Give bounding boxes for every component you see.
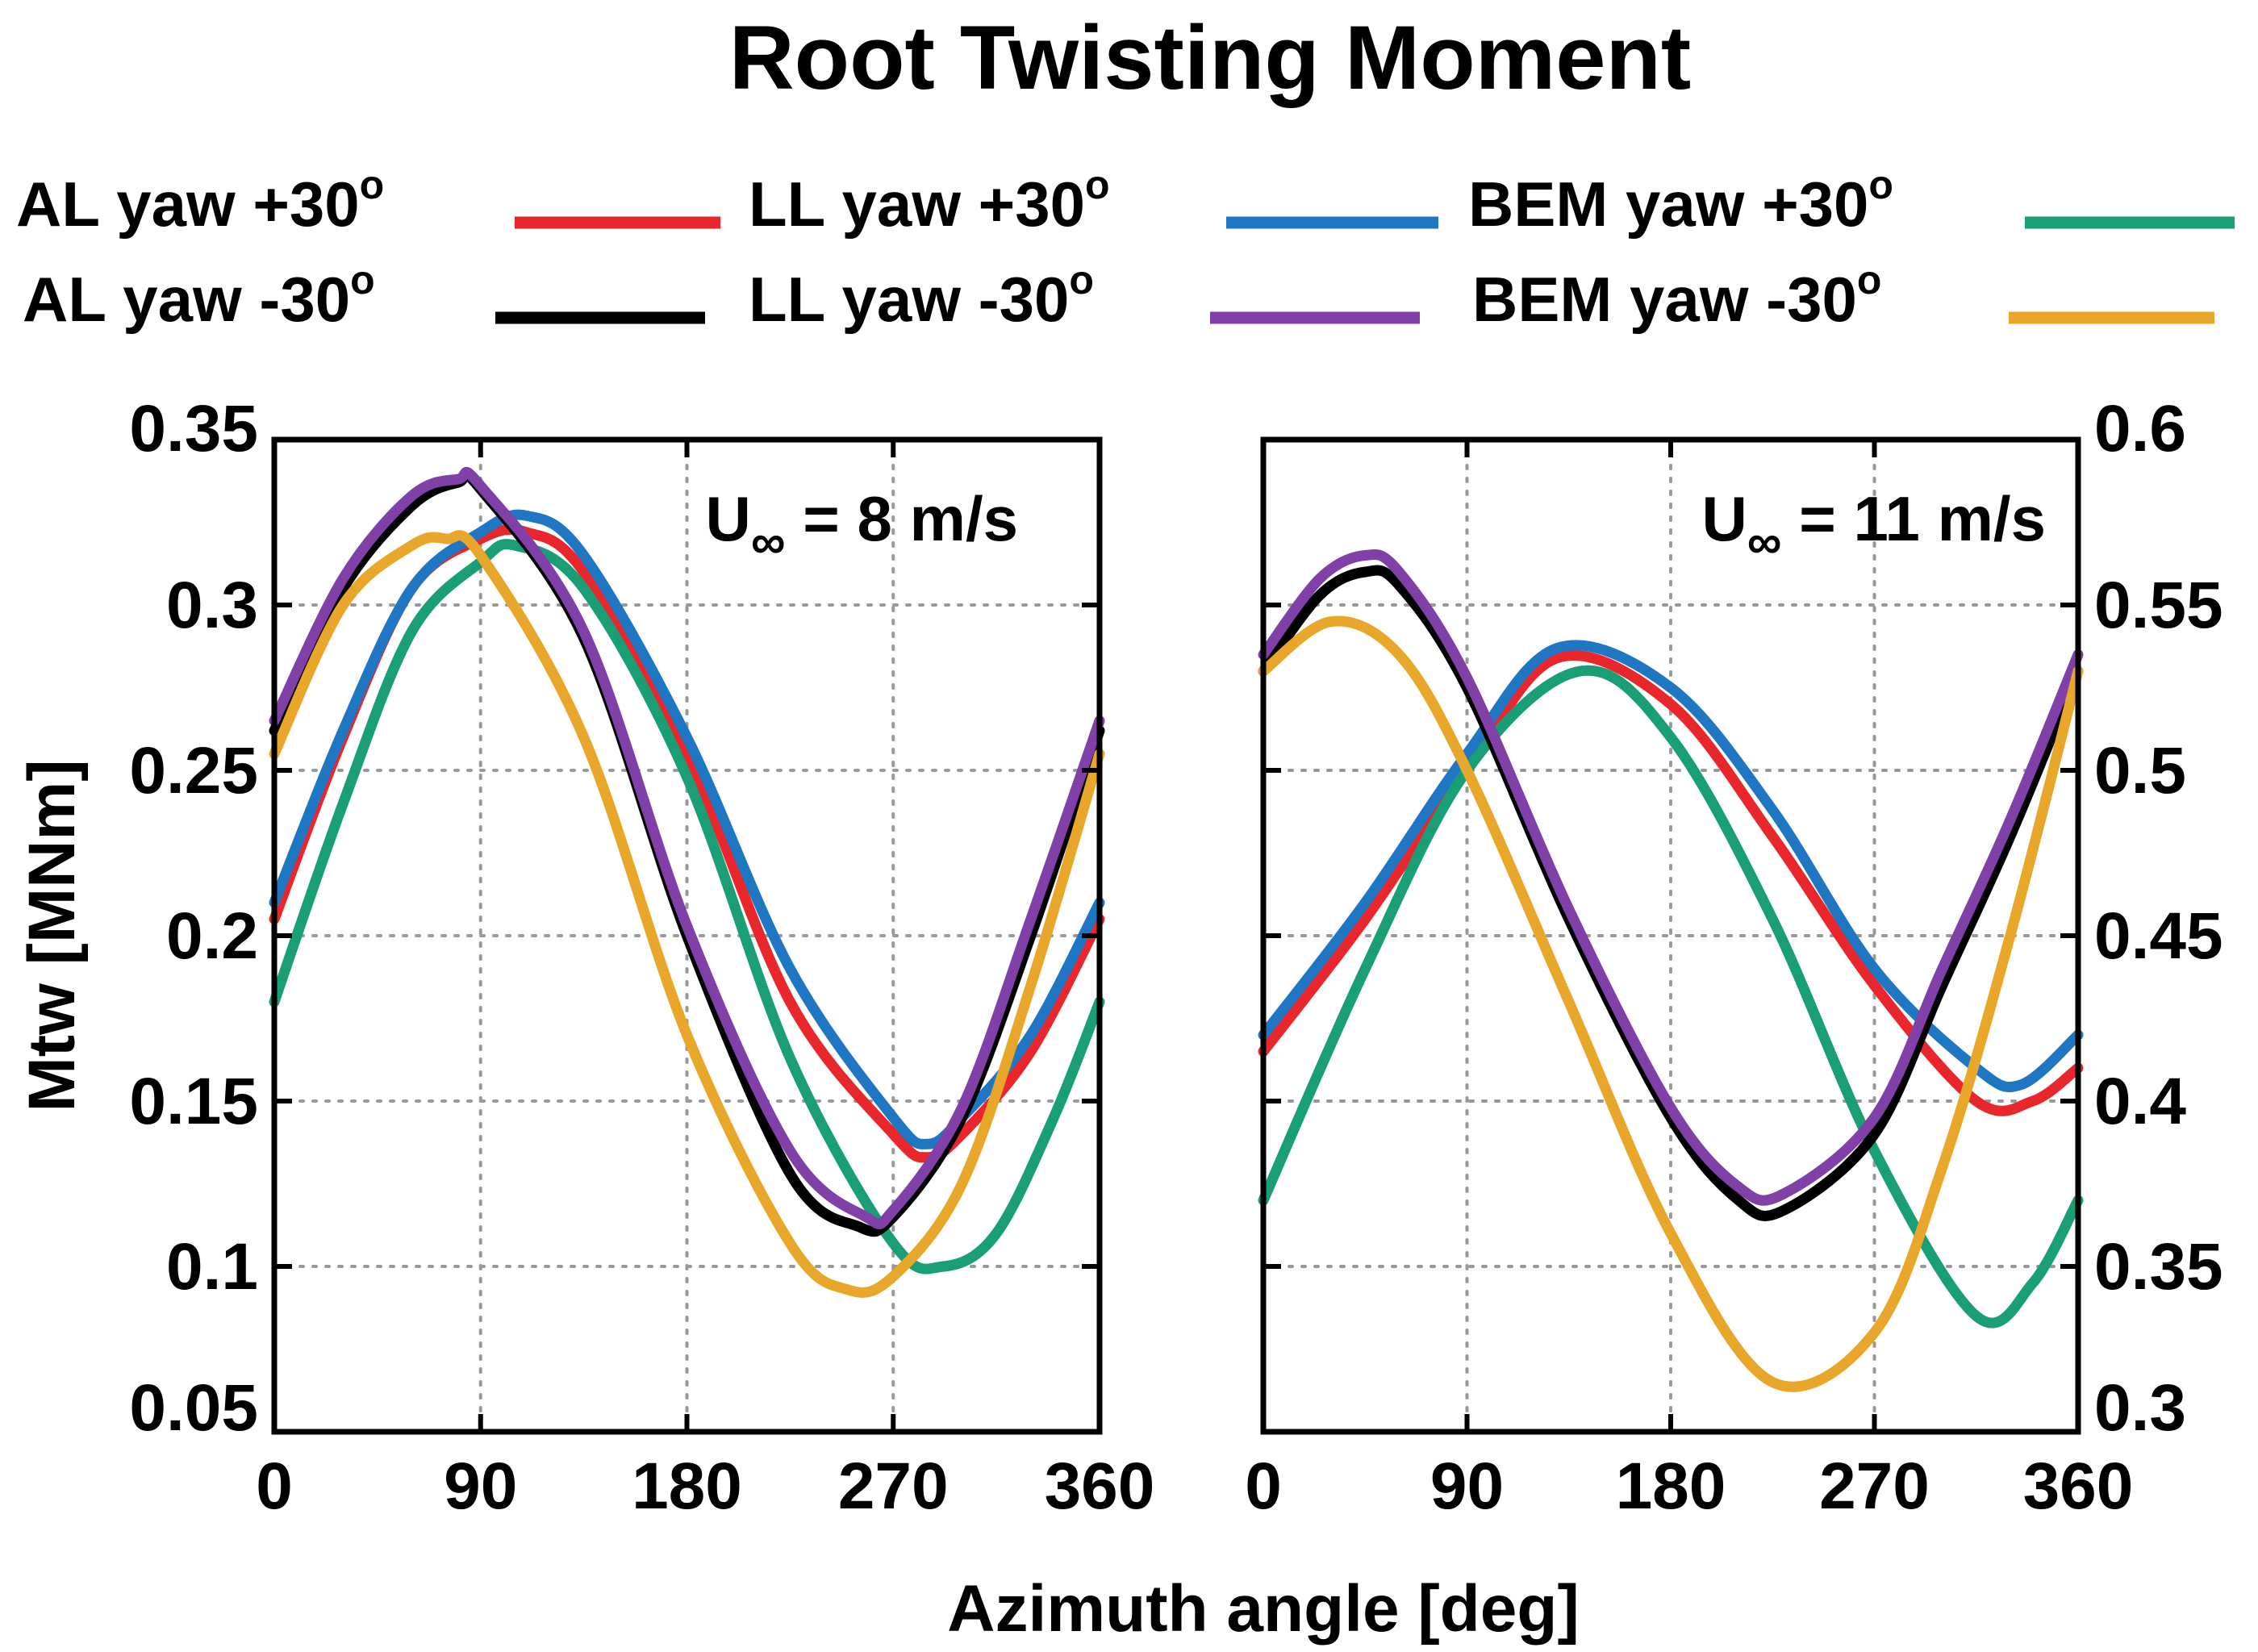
- panel-8ms-xtick-label-90: 90: [444, 1450, 517, 1523]
- panel-11ms-ytick-label-4: 0.5: [2094, 734, 2186, 807]
- panel-11ms-series-al-yaw-plus30: [1258, 650, 2084, 1116]
- panel-8ms-ticks: 0 90 180 270 360 0.05 0.1 0.15 0.2 0.25 0.3 0.35: [129, 392, 1154, 1523]
- panel-11ms-ytick-label-0: 0.3: [2094, 1371, 2186, 1445]
- legend-item-al-yaw-plus30: AL yaw +30o: [16, 162, 720, 240]
- panel-11ms-ytick-label-6: 0.6: [2094, 392, 2186, 465]
- legend-item-bem-yaw-minus30: BEM yaw -30o: [1472, 257, 2214, 335]
- legend-label-bem-yaw-minus30: BEM yaw -30o: [1472, 257, 1881, 335]
- panel-11ms-xtick-label-180: 180: [1616, 1450, 1726, 1523]
- panel-8ms-xtick-label-360: 360: [1045, 1450, 1155, 1523]
- panel-8ms-ytick-label-3: 0.2: [166, 899, 258, 973]
- panel-8ms-ytick-label-6: 0.35: [129, 392, 258, 465]
- panel-11ms-ytick-label-3: 0.45: [2094, 899, 2223, 973]
- panel-11ms-series-bem-yaw-plus30: [1258, 665, 2084, 1329]
- legend-item-ll-yaw-minus30: LL yaw -30o: [749, 257, 1420, 335]
- y-axis-label: Mtw [MNm]: [15, 759, 89, 1112]
- panel-11ms-xtick-label-0: 0: [1245, 1450, 1282, 1523]
- panel-11ms-xtick-label-90: 90: [1430, 1450, 1504, 1523]
- legend-label-ll-yaw-minus30: LL yaw -30o: [749, 257, 1094, 335]
- panel-11ms-series-ll-yaw-minus30: [1258, 549, 2084, 1206]
- panel-8ms-series: [269, 466, 1105, 1298]
- panel-8ms-xtick-label-180: 180: [632, 1450, 742, 1523]
- legend-item-bem-yaw-plus30: BEM yaw +30o: [1468, 162, 2235, 240]
- panel-11ms-series-bem-yaw-minus30: [1258, 615, 2084, 1392]
- panel-8ms-xtick-label-270: 270: [838, 1450, 949, 1523]
- legend-label-al-yaw-plus30: AL yaw +30o: [16, 162, 384, 240]
- panel-8ms-ytick-label-5: 0.3: [166, 569, 258, 642]
- panel-11ms-xtick-label-270: 270: [1819, 1450, 1930, 1523]
- panel-8ms-ytick-label-2: 0.15: [129, 1065, 258, 1138]
- panel-11ms-series: [1258, 549, 2084, 1392]
- legend-item-al-yaw-minus30: AL yaw -30o: [23, 257, 705, 335]
- legend-label-al-yaw-minus30: AL yaw -30o: [23, 257, 375, 335]
- legend-label-bem-yaw-plus30: BEM yaw +30o: [1468, 162, 1893, 240]
- legend: AL yaw +30o LL yaw +30o BEM yaw +30o AL …: [16, 162, 2235, 335]
- panel-11ms-ytick-label-2: 0.4: [2094, 1065, 2186, 1138]
- legend-label-ll-yaw-plus30: LL yaw +30o: [749, 162, 1110, 240]
- panel-11ms-ytick-label-5: 0.55: [2094, 569, 2223, 642]
- panel-8ms-label: U∞ = 8 m/s: [706, 483, 1018, 569]
- panel-8ms-ytick-label-0: 0.05: [129, 1371, 258, 1445]
- panel-11ms-ytick-label-1: 0.35: [2094, 1230, 2223, 1304]
- panel-8ms-ytick-label-4: 0.25: [129, 734, 258, 807]
- panel-11ms-series-al-yaw-minus30: [1258, 565, 2084, 1221]
- panel-8ms-series-bem-yaw-minus30: [269, 530, 1105, 1298]
- legend-item-ll-yaw-plus30: LL yaw +30o: [749, 162, 1438, 240]
- panel-8ms-ytick-label-1: 0.1: [166, 1230, 258, 1304]
- panel-8ms-xtick-label-0: 0: [256, 1450, 293, 1523]
- panel-11ms-label: U∞ = 11 m/s: [1701, 483, 2046, 569]
- panel-11ms-grid: [1262, 438, 2080, 1433]
- panel-8ms-series-bem-yaw-plus30: [269, 539, 1105, 1274]
- chart-title: Root Twisting Moment: [729, 7, 1691, 108]
- panel-8ms-series-ll-yaw-minus30: [269, 466, 1105, 1229]
- x-axis-label: Azimuth angle [deg]: [947, 1572, 1580, 1646]
- panel-11ms-xtick-label-360: 360: [2023, 1450, 2134, 1523]
- panel-8ms: 0 90 180 270 360 0.05 0.1 0.15 0.2 0.25 0.3 0.35 U∞…: [129, 392, 1154, 1523]
